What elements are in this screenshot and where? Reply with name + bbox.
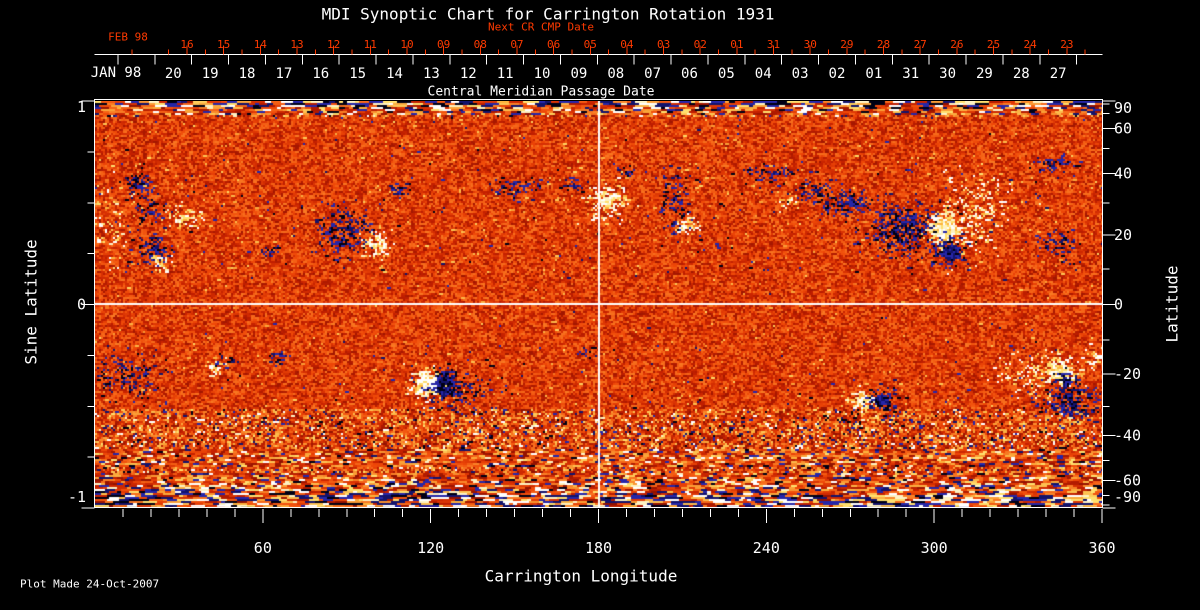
cmp-date-label: 13 xyxy=(423,66,440,82)
longitude-tick-label: 360 xyxy=(1088,539,1115,557)
next-cr-date-label: 04 xyxy=(620,38,634,51)
cmp-date-label: 29 xyxy=(976,66,993,82)
next-cr-date-label: 15 xyxy=(217,38,230,51)
cmp-date-label: 06 xyxy=(681,66,698,82)
next-cr-date-label: 12 xyxy=(327,38,340,51)
next-cr-date-label: 24 xyxy=(1024,38,1038,51)
sine-latitude-tick-label: 1 xyxy=(77,98,86,116)
cmp-date-label: 09 xyxy=(570,66,587,82)
next-cr-date-label: 27 xyxy=(914,38,927,51)
cmp-date-label: 30 xyxy=(939,66,956,82)
longitude-tick-label: 120 xyxy=(417,539,444,557)
jan-98-month-label: JAN 98 xyxy=(90,65,142,81)
magnetogram-image xyxy=(95,101,1102,508)
next-cr-date-label: 23 xyxy=(1060,38,1073,51)
longitude-tick-label: 240 xyxy=(753,539,780,557)
next-cr-date-label: 28 xyxy=(877,38,890,51)
cmp-date-label: 02 xyxy=(829,66,846,82)
cmp-date-label: 07 xyxy=(644,66,661,82)
longitude-tick-label: 300 xyxy=(921,539,948,557)
cmp-date-label: 03 xyxy=(792,66,809,82)
cmp-date-label: 05 xyxy=(718,66,735,82)
feb-98-month-label: FEB 98 xyxy=(108,30,148,44)
latitude-tick-label: 60 xyxy=(1114,119,1132,137)
latitude-axis-title: Latitude xyxy=(1162,265,1182,343)
latitude-tick-label: -40 xyxy=(1114,426,1141,444)
cmp-date-label: 10 xyxy=(534,66,551,82)
cmp-date-label: 20 xyxy=(165,66,182,82)
next-cr-date-label: 11 xyxy=(364,38,377,51)
next-cr-date-label: 01 xyxy=(730,38,743,51)
cmp-date-label: 08 xyxy=(607,66,624,82)
next-cr-date-label: 10 xyxy=(400,38,413,51)
longitude-tick-label: 180 xyxy=(585,539,612,557)
next-cr-date-label: 08 xyxy=(474,38,487,51)
latitude-tick-label: -60 xyxy=(1114,472,1141,490)
carrington-longitude-axis-title: Carrington Longitude xyxy=(484,566,678,586)
cmp-date-label: 19 xyxy=(202,66,219,82)
latitude-tick-label: 40 xyxy=(1114,165,1132,183)
sine-latitude-tick-label: 0 xyxy=(77,296,86,314)
longitude-tick-label: 60 xyxy=(254,539,272,557)
plot-made-timestamp: Plot Made 24-Oct-2007 xyxy=(20,577,160,591)
cmp-date-label: 27 xyxy=(1050,66,1067,82)
next-cr-date-label: 07 xyxy=(510,38,523,51)
next-cr-date-label: 06 xyxy=(547,38,560,51)
cmp-date-label: 01 xyxy=(865,66,882,82)
next-cr-date-label: 05 xyxy=(584,38,597,51)
next-cr-date-label: 13 xyxy=(290,38,303,51)
central-meridian-passage-date-label: Central Meridian Passage Date xyxy=(427,84,655,100)
next-cr-date-label: 31 xyxy=(767,38,780,51)
next-cr-date-label: 09 xyxy=(437,38,450,51)
latitude-tick-label: 90 xyxy=(1114,99,1132,117)
plot-frame xyxy=(94,99,1103,508)
next-cr-date-label: 14 xyxy=(254,38,268,51)
cmp-date-label: 15 xyxy=(349,66,366,82)
cmp-date-label: 17 xyxy=(275,66,292,82)
sine-latitude-tick-label: -1 xyxy=(68,488,86,506)
cmp-date-label: 12 xyxy=(460,66,477,82)
next-cr-date-label: 29 xyxy=(840,38,853,51)
next-cr-date-label: 03 xyxy=(657,38,670,51)
latitude-tick-label: -90 xyxy=(1114,488,1141,506)
cmp-date-label: 16 xyxy=(312,66,329,82)
next-cr-date-label: 25 xyxy=(987,38,1000,51)
next-cr-date-label: 26 xyxy=(950,38,963,51)
cmp-date-label: 18 xyxy=(239,66,256,82)
next-cr-cmp-date-label: Next CR CMP Date xyxy=(488,20,594,34)
latitude-tick-label: 20 xyxy=(1114,226,1132,244)
sine-latitude-axis-title: Sine Latitude xyxy=(21,239,41,365)
latitude-tick-label: 0 xyxy=(1114,296,1123,314)
next-cr-date-label: 02 xyxy=(694,38,707,51)
page-title: MDI Synoptic Chart for Carrington Rotati… xyxy=(321,4,775,24)
cmp-date-label: 11 xyxy=(497,66,514,82)
cmp-date-label: 14 xyxy=(386,66,403,82)
next-cr-date-label: 30 xyxy=(804,38,817,51)
next-cr-date-label: 16 xyxy=(180,38,193,51)
cmp-date-label: 28 xyxy=(1013,66,1030,82)
latitude-tick-label: -20 xyxy=(1114,365,1141,383)
cmp-date-label: 04 xyxy=(755,66,772,82)
cmp-date-label: 31 xyxy=(902,66,919,82)
